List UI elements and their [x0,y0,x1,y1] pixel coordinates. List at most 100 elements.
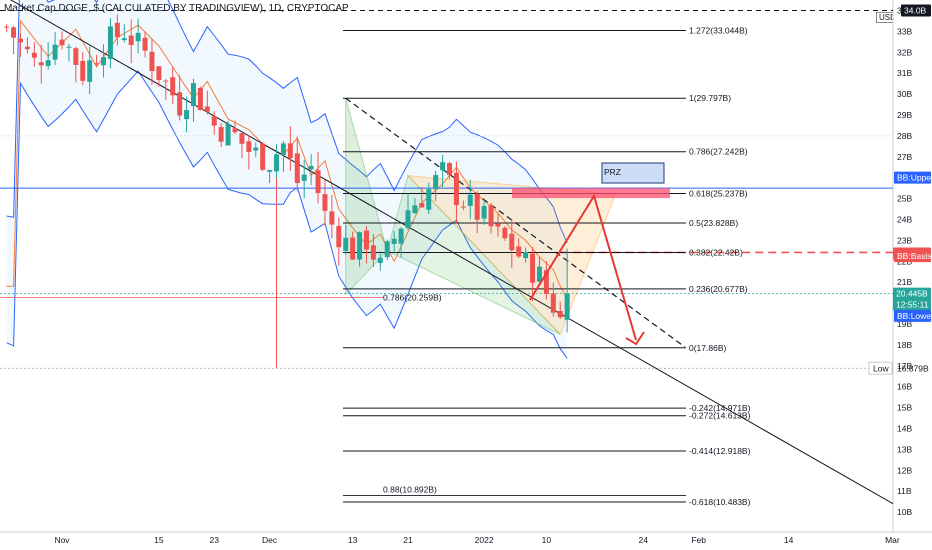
candle-body [315,170,321,193]
candle-body [433,175,439,190]
candle-body [343,237,349,251]
x-tick-label: 14 [784,535,794,545]
fib-level-label: -0.618(10.483B) [689,497,751,507]
candle-body [398,228,404,244]
bb-upper-line [6,0,568,244]
candle-body [197,87,203,111]
candle-body [101,57,107,66]
candle-body [38,62,44,66]
y-tick-label: 10B [897,507,912,517]
y-tick-label: 27B [897,152,912,162]
candle-body [17,38,23,43]
candle-body [509,233,515,251]
candle-body [128,35,134,46]
bb-lower-tag: BB:Lower [897,311,932,321]
candle-body [190,83,196,107]
candle-body [24,46,30,50]
y-tick-label: 33B [897,26,912,36]
candle-body [294,153,300,184]
candle-body [530,253,536,283]
prz-label: PRZ [604,167,621,177]
candle-body [184,110,190,120]
candle-body [211,116,217,126]
candle-body [274,154,280,172]
bb-upper-tag-bg [894,171,931,184]
bb-basis-tag-bg [894,250,931,263]
candle-body [474,193,480,220]
candle-body [564,293,570,320]
x-tick-label: Nov [54,535,70,545]
candle-body [11,27,17,38]
candle-body [495,223,501,227]
candle-body [557,310,563,318]
y-tick-label: 11B [897,486,912,496]
fib-level-label: -0.414(12.918B) [689,446,751,456]
fib-level-label: 0.236(20.677B) [689,284,748,294]
candle-body [322,194,328,211]
y-tick-label: 31B [897,68,912,78]
y-tick-label: 24B [897,214,912,224]
candle-body [204,106,210,112]
candle-body [550,293,556,313]
candle-body [225,123,231,146]
projection-arrow [625,331,645,346]
candle-body [87,60,93,82]
y-tick-label: 23B [897,235,912,245]
candle-body [246,141,252,152]
price-axis [893,0,932,550]
y-tick-label: 17B [897,361,912,371]
candle-body [405,210,411,229]
fib-level-label: 0.786(27.242B) [689,147,748,157]
y-tick-label: 16B [897,382,912,392]
x-tick-label: 2022 [475,535,494,545]
bb-basis-line [6,19,568,300]
candle-body [142,37,148,51]
candle-body [52,44,58,60]
bb-upper-tag: BB:Upper [897,173,932,183]
candle-body [80,60,86,81]
y-tick-label: 19B [897,319,912,329]
fib-level-label: 1(29.797B) [689,93,731,103]
candle-body [301,174,307,181]
candle-body [488,205,494,227]
fib-level-label: 0.618(25.237B) [689,189,748,199]
candle-body [543,270,549,294]
y-tick-label: 25B [897,194,912,204]
candle-body [253,147,259,151]
y-tick-label: 30B [897,89,912,99]
candle-body [260,143,266,170]
candle-body [481,205,487,219]
candle-body [232,128,238,133]
candle-body [453,172,459,206]
candle-body [163,80,169,82]
candle-body [31,52,37,58]
fib-level-label: 1.272(33.044B) [689,26,748,36]
projection-path [529,193,637,341]
candle-body [149,51,155,72]
chart-title: Market Cap DOGE, $ (CALCULATED BY TRADIN… [4,3,349,14]
candle-body [287,143,293,159]
current-price-tag: 20.445B [896,289,928,299]
candle-body [419,203,425,208]
fib-level-label: 0.5(23.828B) [689,218,738,228]
bb-basis-tag: BB:Basis [897,251,932,261]
y-tick-label: 21B [897,277,912,287]
y-tick-label: 12B [897,465,912,475]
candle-body [516,246,522,257]
top-price-tag-bg [901,4,931,17]
pattern-xab [345,98,388,296]
low-price-label: 16.879B [897,363,929,373]
x-tick-label: 13 [348,535,358,545]
x-tick-label: 23 [210,535,220,545]
candle-body [114,22,120,38]
candle-body [121,38,127,41]
candle-body [460,206,466,208]
fib-level-label: 0(17.86B) [689,343,726,353]
y-tick-label: 28B [897,131,912,141]
candle-body [523,251,529,259]
descending-trendline [9,0,894,505]
fib-extra-label: 0.786(20.259B) [383,293,442,303]
x-tick-label: Feb [691,535,706,545]
candle-body [177,92,183,116]
